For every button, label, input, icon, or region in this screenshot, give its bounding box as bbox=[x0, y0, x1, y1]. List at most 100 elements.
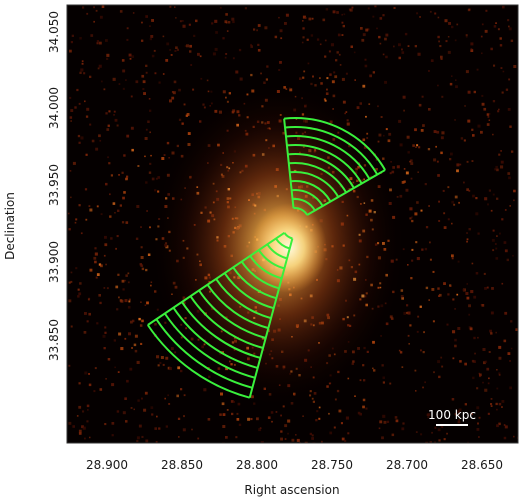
noise-pixel bbox=[422, 124, 425, 127]
x-tick-label: 28.800 bbox=[236, 458, 278, 472]
noise-pixel bbox=[86, 12, 89, 15]
noise-pixel bbox=[354, 395, 356, 397]
noise-pixel bbox=[372, 71, 375, 74]
noise-pixel bbox=[287, 419, 291, 423]
north-sector-arc bbox=[293, 207, 308, 216]
noise-pixel bbox=[475, 212, 479, 216]
noise-pixel bbox=[486, 123, 490, 126]
noise-pixel bbox=[362, 398, 366, 402]
noise-pixel bbox=[116, 410, 120, 413]
noise-pixel bbox=[497, 28, 500, 31]
noise-pixel bbox=[141, 267, 145, 271]
scale-bar-label: 100 kpc bbox=[428, 408, 476, 422]
noise-pixel bbox=[475, 197, 478, 200]
noise-pixel bbox=[433, 371, 435, 374]
noise-pixel bbox=[336, 11, 339, 14]
noise-pixel bbox=[127, 306, 131, 309]
noise-pixel bbox=[258, 428, 262, 432]
noise-pixel bbox=[207, 90, 210, 93]
noise-pixel bbox=[495, 22, 497, 24]
noise-pixel bbox=[170, 347, 174, 350]
noise-pixel bbox=[181, 20, 184, 22]
noise-pixel bbox=[452, 357, 455, 360]
noise-pixel bbox=[118, 296, 120, 299]
noise-pixel bbox=[451, 398, 455, 401]
noise-pixel bbox=[492, 100, 496, 103]
noise-pixel bbox=[182, 428, 186, 432]
noise-pixel bbox=[128, 332, 131, 336]
noise-pixel bbox=[177, 366, 181, 370]
noise-pixel bbox=[404, 32, 408, 36]
noise-pixel bbox=[484, 197, 488, 201]
noise-pixel bbox=[256, 29, 258, 32]
noise-pixel bbox=[130, 95, 133, 98]
noise-pixel bbox=[342, 100, 346, 104]
noise-pixel bbox=[424, 247, 428, 251]
noise-pixel bbox=[133, 408, 135, 411]
noise-pixel bbox=[210, 90, 213, 93]
noise-pixel bbox=[502, 70, 505, 73]
noise-pixel bbox=[173, 80, 177, 84]
noise-pixel bbox=[102, 334, 106, 338]
noise-pixel bbox=[411, 259, 414, 262]
noise-pixel bbox=[85, 115, 89, 118]
noise-pixel bbox=[114, 118, 118, 122]
noise-pixel bbox=[126, 27, 129, 30]
noise-pixel bbox=[500, 150, 502, 152]
noise-pixel bbox=[457, 260, 460, 263]
noise-pixel bbox=[345, 72, 348, 75]
noise-pixel bbox=[505, 88, 509, 91]
south-sector-edge bbox=[248, 238, 294, 398]
noise-pixel bbox=[103, 254, 106, 257]
noise-pixel bbox=[70, 109, 74, 112]
noise-pixel bbox=[455, 79, 457, 81]
noise-pixel bbox=[150, 154, 152, 157]
noise-pixel bbox=[138, 424, 142, 428]
noise-pixel bbox=[383, 134, 385, 137]
noise-pixel bbox=[471, 160, 474, 162]
noise-pixel bbox=[76, 88, 79, 92]
noise-pixel bbox=[432, 270, 435, 273]
noise-pixel bbox=[88, 383, 92, 387]
noise-pixel bbox=[425, 441, 429, 443]
noise-pixel bbox=[403, 168, 406, 170]
noise-pixel bbox=[491, 287, 494, 290]
noise-pixel bbox=[96, 40, 99, 43]
noise-pixel bbox=[341, 77, 345, 81]
noise-pixel bbox=[81, 62, 84, 65]
noise-pixel bbox=[98, 134, 101, 138]
noise-pixel bbox=[429, 241, 431, 244]
noise-pixel bbox=[200, 77, 203, 80]
noise-pixel bbox=[316, 410, 319, 413]
y-tick-label: 33.900 bbox=[47, 241, 61, 283]
noise-pixel bbox=[382, 157, 385, 160]
noise-pixel bbox=[285, 13, 289, 17]
noise-pixel bbox=[417, 52, 421, 56]
noise-pixel bbox=[128, 298, 131, 301]
noise-pixel bbox=[425, 226, 429, 229]
noise-pixel bbox=[324, 55, 327, 58]
noise-pixel bbox=[495, 165, 498, 169]
noise-pixel bbox=[68, 299, 72, 303]
noise-pixel bbox=[108, 162, 111, 165]
noise-pixel bbox=[449, 82, 453, 86]
noise-pixel bbox=[142, 80, 146, 84]
noise-pixel bbox=[391, 433, 395, 437]
noise-pixel bbox=[437, 360, 441, 364]
noise-pixel bbox=[485, 9, 488, 12]
noise-pixel bbox=[191, 428, 193, 431]
noise-pixel bbox=[378, 35, 381, 39]
noise-pixel bbox=[341, 437, 345, 441]
noise-pixel bbox=[124, 279, 127, 282]
noise-pixel bbox=[235, 70, 239, 74]
noise-pixel bbox=[456, 169, 459, 173]
noise-pixel bbox=[503, 436, 507, 440]
noise-pixel bbox=[433, 130, 437, 133]
noise-pixel bbox=[70, 280, 73, 283]
noise-pixel bbox=[499, 37, 502, 40]
noise-pixel bbox=[319, 43, 322, 46]
noise-pixel bbox=[458, 201, 460, 204]
noise-pixel bbox=[126, 178, 128, 180]
noise-pixel bbox=[312, 400, 315, 403]
noise-pixel bbox=[157, 176, 161, 179]
